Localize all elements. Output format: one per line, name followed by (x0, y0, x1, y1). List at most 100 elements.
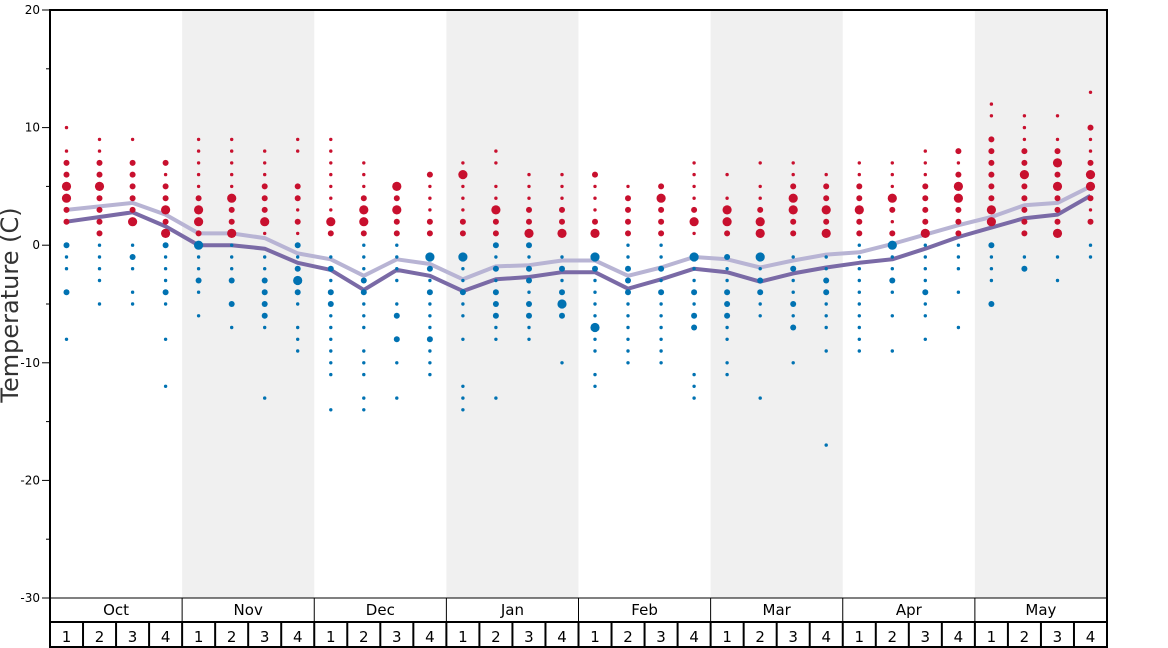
high-temp-dot (889, 230, 896, 237)
high-temp-dot (162, 218, 169, 225)
low-temp-dot (824, 302, 828, 306)
high-temp-dot (625, 195, 631, 202)
high-temp-dot (1085, 181, 1096, 191)
high-temp-dot (1087, 195, 1094, 202)
high-temp-dot (230, 149, 234, 153)
low-temp-dot (791, 255, 795, 259)
high-temp-dot (1088, 208, 1093, 212)
week-label: 4 (1086, 628, 1096, 646)
low-temp-dot (426, 289, 433, 296)
low-temp-dot (560, 361, 564, 365)
high-temp-dot (755, 217, 765, 227)
low-temp-dot (395, 243, 399, 247)
low-temp-dot (64, 337, 69, 341)
low-temp-dot (494, 325, 498, 330)
month-label-nov: Nov (234, 601, 263, 619)
low-temp-dot (755, 252, 765, 262)
high-temp-dot (955, 148, 962, 155)
high-temp-dot (560, 172, 564, 177)
low-temp-dot (725, 267, 729, 271)
high-temp-dot (194, 205, 204, 215)
low-temp-dot (492, 312, 499, 319)
high-temp-dot (592, 171, 598, 178)
low-temp-dot (163, 302, 168, 306)
high-temp-dot (230, 172, 234, 177)
low-temp-dot (294, 242, 301, 249)
trend-lines (66, 184, 1092, 294)
low-temp-dot (130, 290, 135, 294)
low-temp-dot (362, 349, 366, 353)
low-temp-dot (428, 372, 432, 377)
high-temp-dot (327, 230, 334, 237)
low-temp-dot (857, 302, 861, 306)
high-temp-dot (227, 228, 237, 238)
low-temp-dot (296, 325, 300, 330)
low-temp-dot (196, 255, 201, 259)
high-temp-dot (195, 230, 202, 237)
low-temp-dot (824, 314, 828, 318)
low-temp-dot (890, 349, 894, 353)
high-temp-dot (1021, 230, 1028, 237)
low-temp-dot (692, 302, 696, 306)
y-tick-label: 10 (25, 121, 40, 135)
low-temp-dot (163, 337, 168, 341)
low-temp-dot (461, 408, 465, 412)
high-temp-dot (196, 184, 201, 189)
high-temp-dot (263, 231, 267, 236)
y-axis-label: Temperature (C) (0, 207, 24, 403)
week-label: 3 (260, 628, 270, 646)
low-temp-dot (329, 314, 333, 318)
low-temp-dot (724, 312, 731, 319)
low-temp-dot (196, 314, 201, 318)
low-temp-dot (758, 302, 762, 306)
low-temp-dot (494, 396, 498, 400)
low-temp-dot (461, 384, 465, 388)
high-temp-dot (1085, 170, 1096, 180)
week-label: 2 (888, 628, 898, 646)
max-temperature-line (66, 184, 1092, 282)
low-temp-dot (296, 302, 300, 306)
high-temp-dot (1019, 170, 1029, 180)
high-temp-dot (658, 218, 665, 225)
high-temp-dot (392, 181, 402, 191)
high-temp-dot (263, 172, 267, 177)
low-temp-dot (725, 325, 729, 330)
high-temp-dot (97, 137, 102, 142)
high-temp-dot (1088, 90, 1093, 95)
low-temp-dot (725, 372, 729, 377)
high-temp-dot (492, 218, 499, 225)
high-temp-dot (854, 205, 864, 215)
low-temp-dot (658, 289, 665, 296)
high-temp-dot (426, 171, 433, 178)
high-temp-dot (196, 172, 201, 177)
high-temp-dot (788, 205, 798, 215)
high-temp-dot (1087, 159, 1094, 166)
low-temp-dot (263, 325, 267, 330)
low-temp-dot (824, 349, 828, 353)
low-temp-dot (362, 408, 366, 412)
high-temp-dot (296, 208, 300, 212)
high-temp-dot (524, 228, 534, 238)
low-temp-dot (923, 314, 927, 318)
low-temp-dot (64, 267, 69, 271)
week-label: 3 (128, 628, 138, 646)
low-temp-dot (362, 325, 366, 330)
high-temp-dot (920, 228, 930, 238)
low-temp-dot (956, 325, 961, 330)
high-temp-dot (922, 183, 929, 190)
high-temp-dot (592, 218, 598, 225)
week-label: 3 (1053, 628, 1063, 646)
low-temp-dot (691, 324, 698, 331)
low-temp-dot (626, 349, 630, 353)
high-temp-dot (162, 183, 169, 190)
high-temp-dot (923, 161, 927, 165)
low-temp-dot (791, 361, 795, 365)
high-temp-dot (986, 205, 997, 215)
high-temp-dot (988, 183, 995, 190)
low-temp-dot (659, 337, 663, 341)
month-label-feb: Feb (631, 601, 658, 619)
high-temp-dot (955, 171, 962, 178)
week-label: 4 (557, 628, 567, 646)
week-label: 1 (458, 628, 468, 646)
high-temp-dot (791, 161, 795, 165)
